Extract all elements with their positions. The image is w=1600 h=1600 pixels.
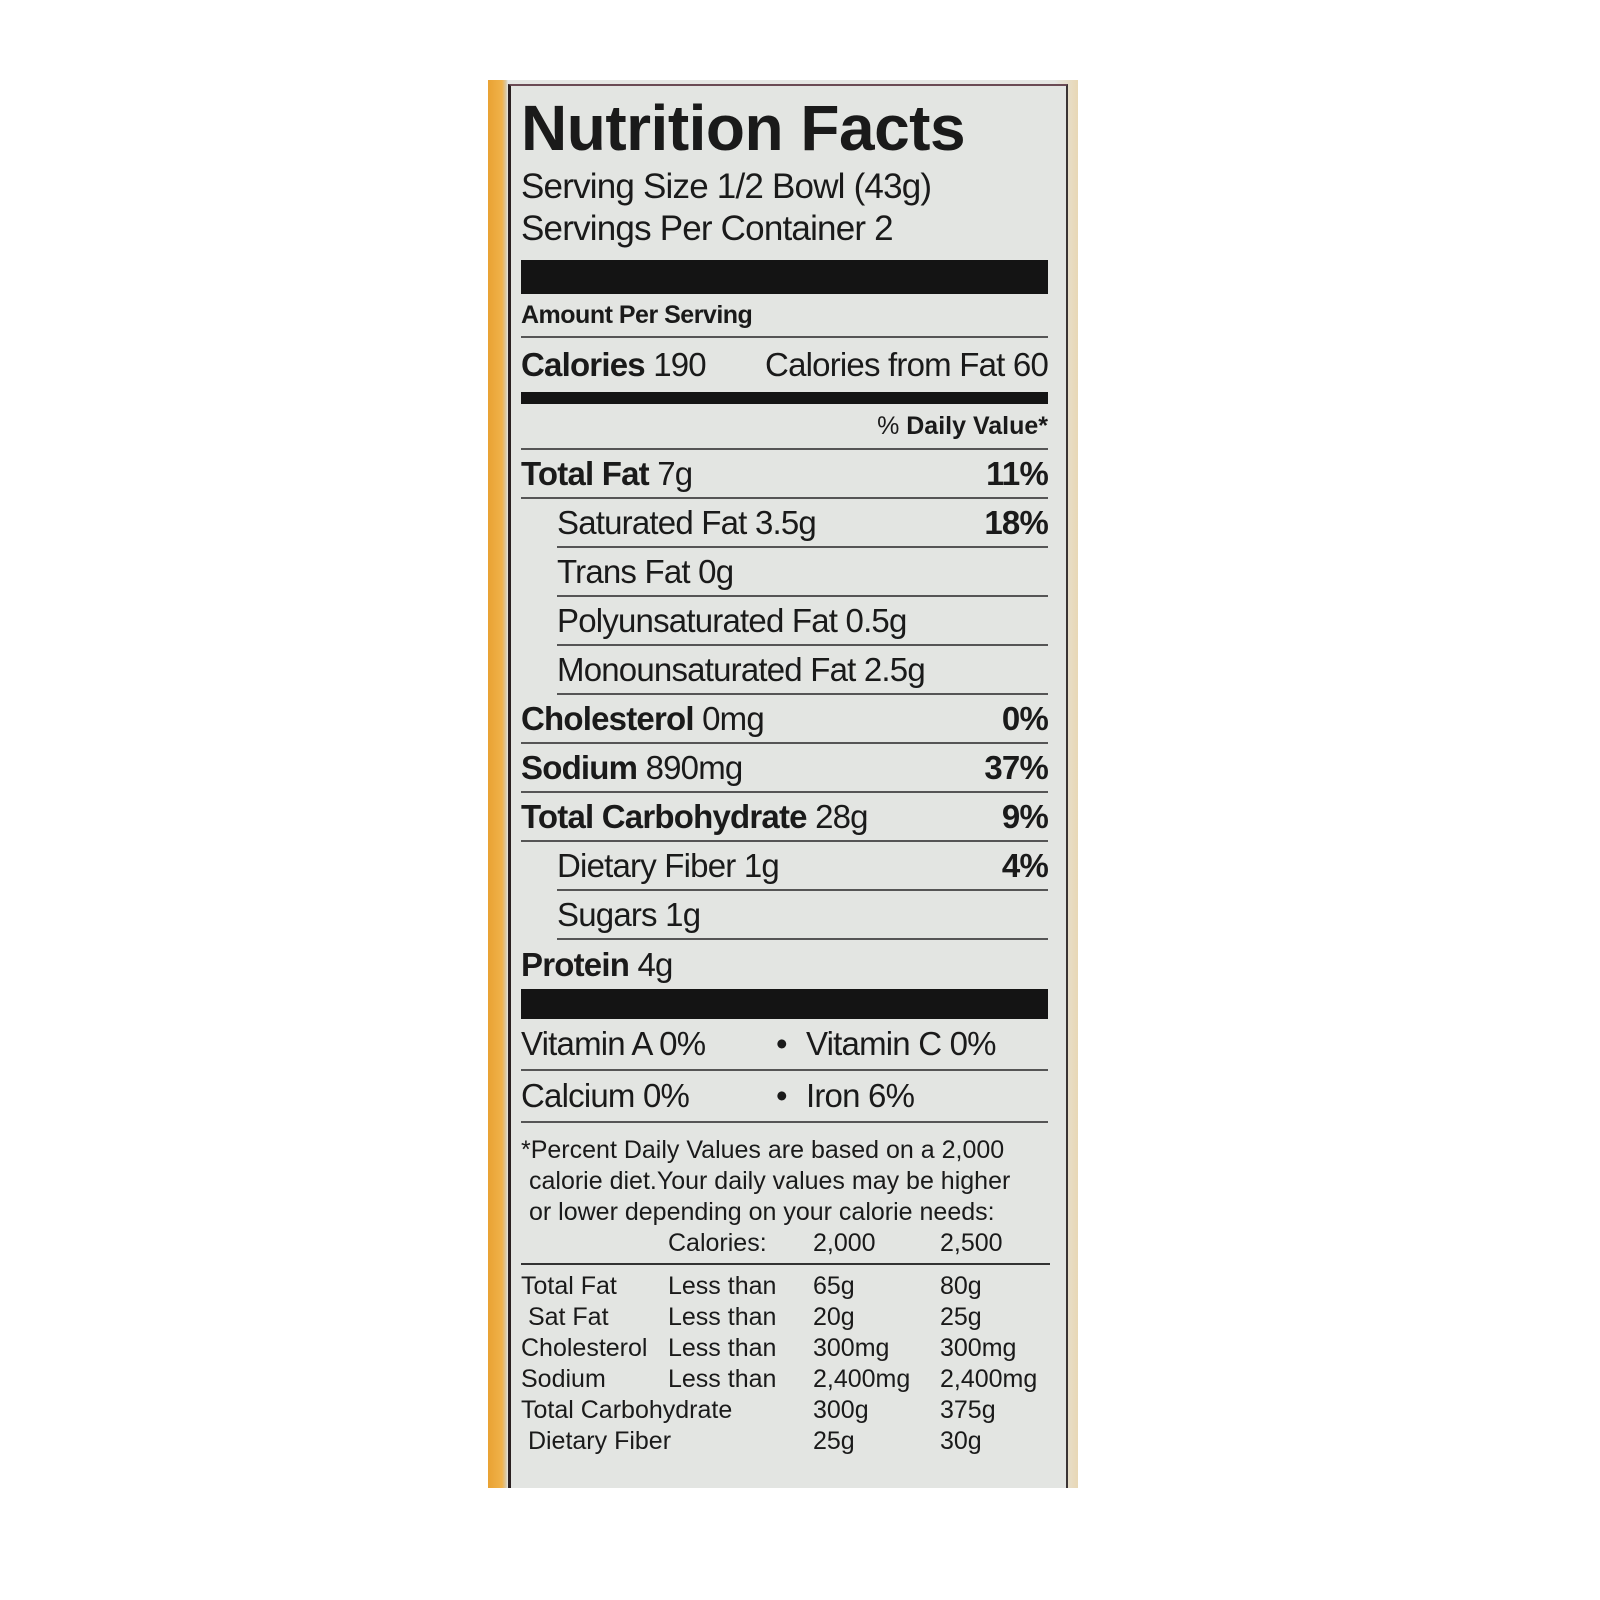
vitamin-row: Calcium 0% • Iron 6% [521, 1071, 1048, 1123]
reference-cell: Total Carbohydrate [521, 1396, 733, 1424]
nutrient-amount: 2.5g [863, 650, 926, 688]
nutrient-name: Monounsaturated Fat [557, 650, 856, 688]
nutrient-name: Sodium [521, 748, 638, 786]
nutrient-name: Cholesterol [521, 699, 695, 737]
amount-per-serving: Amount Per Serving [521, 294, 1048, 338]
reference-cell: Sat Fat [521, 1303, 609, 1331]
nutrient-amount: 4g [637, 945, 673, 983]
nutrient-dv: 11% [986, 454, 1049, 492]
nutrient-row: Total Carbohydrate 28g 9% [521, 793, 1049, 842]
footnote: *Percent Daily Values are based on a 2,0… [521, 1135, 1048, 1228]
nutrient-row: Polyunsaturated Fat 0.5g [557, 597, 1048, 646]
reference-cell: 30g [940, 1427, 982, 1455]
footnote-line: calorie diet.Your daily values may be hi… [529, 1167, 1011, 1195]
servings-per-container: Servings Per Container 2 [521, 209, 894, 248]
thick-divider [521, 260, 1048, 294]
nutrient-dv: 9% [1001, 797, 1049, 835]
reference-cell: 300g [813, 1396, 869, 1424]
reference-cell: 25g [813, 1427, 855, 1455]
reference-header-cell: 2,500 [940, 1228, 1050, 1265]
footnote-line: or lower depending on your calorie needs… [529, 1198, 995, 1226]
footnote-line: *Percent Daily Values are based on a 2,0… [521, 1136, 1005, 1164]
nutrient-row: Sodium 890mg 37% [521, 744, 1049, 793]
nutrient-name: Total Fat [521, 454, 650, 492]
nutrient-row: Saturated Fat 3.5g 18% [557, 499, 1049, 548]
reference-header-cell: Calories: [668, 1228, 813, 1265]
nutrient-amount: 1g [743, 846, 780, 884]
bullet: • [776, 1025, 788, 1062]
reference-cell: Less than [668, 1365, 777, 1393]
reference-cell: Cholesterol [521, 1334, 648, 1362]
reference-cell: 80g [940, 1272, 982, 1300]
daily-value-label: Daily Value* [906, 412, 1048, 440]
reference-cell: 65g [813, 1272, 855, 1300]
calories-from-fat-value: 60 [1012, 346, 1049, 383]
reference-cell: 375g [940, 1396, 996, 1424]
calories-from-fat-label: Calories from Fat [765, 346, 1005, 383]
reference-cell: 25g [940, 1303, 982, 1331]
vitamin-left: Calcium 0% [521, 1077, 690, 1114]
reference-cell: Total Fat [521, 1272, 617, 1300]
reference-cell: Sodium [521, 1365, 606, 1393]
nutrient-name: Polyunsaturated Fat [557, 601, 838, 639]
reference-cell: Dietary Fiber [521, 1427, 672, 1455]
nutrient-dv: 4% [1001, 846, 1049, 884]
nutrient-name: Dietary Fiber [557, 846, 736, 884]
nutrient-amount: 3.5g [754, 503, 817, 541]
reference-cell: Less than [668, 1303, 777, 1331]
nutrient-name: Sugars [557, 895, 658, 933]
label-title: Nutrition Facts [521, 92, 966, 164]
nutrient-amount: 0mg [702, 699, 765, 737]
reference-cell: Less than [668, 1334, 777, 1362]
reference-header-cell: 2,000 [813, 1228, 940, 1265]
reference-cell: 20g [813, 1303, 855, 1331]
calories-row: Calories 190 Calories from Fat 60 [521, 338, 1049, 392]
serving-size: Serving Size 1/2 Bowl (43g) [521, 167, 932, 206]
daily-value-header: % Daily Value* [521, 404, 1048, 450]
vitamin-left: Vitamin A 0% [521, 1025, 706, 1062]
calories-label: Calories [521, 346, 646, 383]
vitamin-row: Vitamin A 0% • Vitamin C 0% [521, 1019, 1048, 1071]
calories-value: 190 [653, 346, 706, 383]
nutrient-row: Total Fat 7g 11% [521, 450, 1049, 499]
nutrient-dv: 18% [984, 503, 1048, 541]
nutrient-row: Dietary Fiber 1g 4% [557, 842, 1049, 891]
nutrient-amount: 890mg [645, 748, 744, 786]
vitamin-right: Vitamin C 0% [806, 1025, 997, 1062]
nutrient-name: Trans Fat [557, 552, 691, 590]
nutrient-row: Protein 4g [521, 940, 1048, 989]
reference-cell: 300mg [940, 1334, 1017, 1362]
nutrition-label: Nutrition Facts Serving Size 1/2 Bowl (4… [508, 84, 1068, 1488]
reference-header-cell [521, 1228, 668, 1265]
nutrient-amount: 1g [665, 895, 701, 933]
nutrient-row: Sugars 1g [557, 891, 1048, 940]
nutrient-row: Trans Fat 0g [557, 548, 1048, 597]
vitamin-list: Vitamin A 0% • Vitamin C 0% Calcium 0% • Iron… [521, 1019, 1048, 1123]
reference-cell [668, 1426, 813, 1457]
medium-divider [521, 392, 1048, 404]
nutrient-name: Protein [521, 945, 630, 983]
nutrient-amount: 28g [815, 797, 868, 835]
reference-cell: 2,400mg [813, 1365, 911, 1393]
nutrient-row: Monounsaturated Fat 2.5g [557, 646, 1048, 695]
vitamin-right: Iron 6% [806, 1077, 915, 1114]
bullet: • [776, 1077, 788, 1114]
reference-cell: 300mg [813, 1334, 890, 1362]
reference-cell: 2,400mg [940, 1365, 1038, 1393]
percent-sign: % [877, 412, 900, 440]
nutrient-amount: 0g [698, 552, 734, 590]
reference-cell: Less than [668, 1272, 777, 1300]
nutrient-dv: 37% [984, 748, 1048, 786]
nutrient-list: Total Fat 7g 11% Saturated Fat 3.5g 18% Tran… [521, 450, 1049, 989]
thick-divider [521, 989, 1048, 1019]
nutrient-amount: 7g [657, 454, 693, 492]
nutrient-row: Cholesterol 0mg 0% [521, 695, 1049, 744]
nutrient-name: Total Carbohydrate [521, 797, 808, 835]
nutrient-dv: 0% [1001, 699, 1049, 737]
reference-table: Calories: 2,000 2,500 Total Fat Less than 65g… [521, 1228, 1050, 1457]
nutrient-name: Saturated Fat [557, 503, 747, 541]
nutrient-amount: 0.5g [845, 601, 908, 639]
